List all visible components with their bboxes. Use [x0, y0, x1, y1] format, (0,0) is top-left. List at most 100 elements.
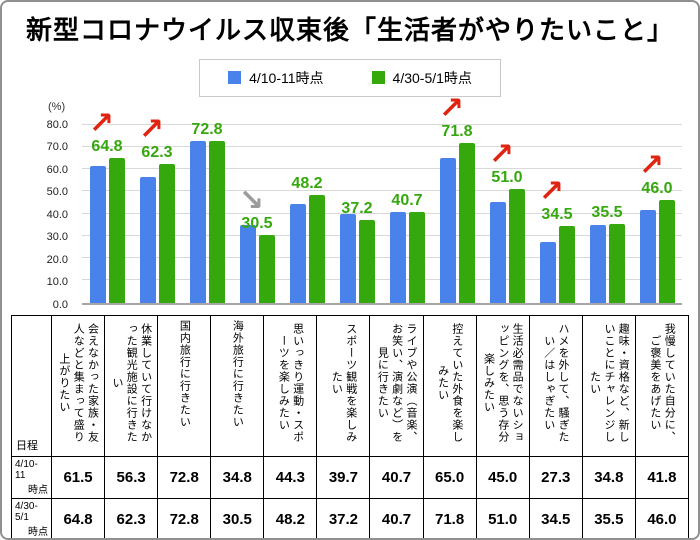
table-value-cell: 27.3 [528, 455, 583, 499]
legend-swatch-series1-icon [228, 71, 242, 84]
table-category-header: 会えなかった家族・友人などと集まって盛り上がりたい [50, 314, 106, 457]
table-row-header: 4/10-11 時点 [11, 455, 52, 499]
trend-down-arrow-icon: ↘ [238, 183, 265, 217]
bar-group: 71.8 ↗ [432, 93, 482, 303]
trend-up-arrow-icon: ↗ [638, 149, 665, 183]
bar-series1 [239, 225, 256, 303]
trend-up-arrow-icon: ↗ [88, 107, 115, 141]
table-value-cell: 46.0 [634, 497, 690, 538]
grouped-bar-chart: (%) 0.0 10.0 20.0 30.0 40.0 50.0 60.0 70.0 80.0 … [12, 93, 688, 311]
table-value-cell: 48.2 [263, 497, 318, 538]
data-table-body: 日程 会えなかった家族・友人などと集まって盛り上がりたい 休業していて行けなかった観… [11, 314, 690, 538]
legend-item-series2: 4/30-5/1時点 [371, 68, 472, 88]
bar-series1 [539, 241, 556, 303]
table-value-cell: 71.8 [422, 497, 477, 538]
table-value-cell: 40.7 [369, 497, 424, 538]
table-category-header: 趣味・資格など、新しいことにチャレンジしたい [581, 314, 636, 457]
y-axis-unit-label: (%) [48, 100, 66, 113]
gridline [82, 123, 682, 125]
bar-group: 30.5 ↘ [232, 125, 282, 303]
bar-value-label: 71.8 [441, 122, 473, 140]
bar-value-label: 35.5 [591, 203, 623, 221]
bar-series1 [589, 225, 606, 303]
bar-group: 62.3 ↗ [132, 114, 182, 303]
y-tick-label: 30.0 [46, 231, 68, 243]
bar-series2 [358, 219, 375, 303]
bar-group: 48.2 [282, 125, 332, 303]
bar-group: 72.8 [182, 121, 232, 303]
bar-series1 [189, 140, 206, 303]
table-value-cell: 64.8 [50, 497, 106, 538]
bar-series1 [289, 203, 306, 303]
table-category-header: 海外旅行に行きたい [210, 314, 265, 457]
table-category-header: 生活必需品でないショッピングを、思う存分楽しみたい [475, 314, 530, 457]
table-category-header: ライブや公演（音楽、お笑い、演劇など）を見に行きたい [369, 314, 424, 457]
table-value-cell: 45.0 [475, 455, 530, 499]
gridline [82, 212, 682, 214]
y-tick-label: 10.0 [46, 276, 68, 288]
bar-value-label: 30.5 [241, 214, 273, 232]
table-value-cell: 72.8 [157, 497, 212, 538]
y-tick-label: 0.0 [52, 298, 68, 311]
data-table: 日程 会えなかった家族・友人などと集まって盛り上がりたい 休業していて行けなかった観… [11, 314, 690, 538]
y-tick-label: 70.0 [46, 141, 68, 153]
table-value-cell: 62.3 [104, 497, 159, 538]
bar-series2 [658, 200, 675, 303]
table-corner-label: 日程 [11, 314, 52, 457]
bar-value-label: 64.8 [91, 138, 123, 156]
bar-series1 [439, 157, 456, 303]
bar-series2 [508, 189, 525, 303]
bar-value-label: 48.2 [291, 175, 323, 193]
bar-value-label: 40.7 [391, 191, 423, 209]
bar-series1 [489, 202, 506, 303]
legend-item-series1: 4/10-11時点 [228, 68, 324, 88]
table-value-cell: 34.5 [528, 497, 583, 538]
table-value-cell: 51.0 [475, 497, 530, 538]
bar-value-label: 46.0 [641, 180, 673, 198]
bar-group: 46.0 ↗ [632, 125, 682, 303]
legend-swatch-series2-icon [371, 71, 385, 84]
legend-label-series1: 4/10-11時点 [249, 69, 324, 86]
bar-series2 [158, 163, 175, 303]
gridline [82, 145, 682, 147]
bar-group: 64.8 ↗ [82, 109, 132, 303]
bar-series2 [108, 158, 125, 303]
bar-series1 [389, 211, 406, 303]
y-tick-label: 50.0 [46, 186, 68, 198]
bar-series2 [308, 195, 325, 303]
trend-up-arrow-icon: ↗ [538, 174, 565, 208]
bar-group: 51.0 ↗ [482, 125, 532, 303]
table-category-header: 控えていた外食を楽しみたい [422, 314, 477, 457]
table-value-cell: 65.0 [422, 455, 477, 499]
bar-group: 35.5 [582, 125, 632, 303]
plot-area: 64.8 ↗ 62.3 ↗ 72.8 30.5 ↘ 48.2 37.2 40.7 71.8 ↗ 51.0… [82, 93, 682, 305]
bar-group: 37.2 [332, 125, 382, 303]
bar-series1 [339, 214, 356, 303]
table-value-cell: 34.8 [210, 455, 265, 499]
bar-series1 [639, 209, 656, 303]
table-value-cell: 34.8 [581, 455, 636, 499]
bar-series2 [558, 225, 575, 303]
bar-series2 [258, 234, 275, 303]
bar-group: 40.7 [382, 125, 432, 303]
table-value-cell: 41.8 [634, 455, 690, 499]
bar-value-label: 37.2 [341, 199, 373, 217]
y-tick-label: 60.0 [46, 163, 68, 176]
bar-value-label: 62.3 [141, 143, 173, 161]
table-value-cell: 39.7 [316, 455, 371, 499]
table-category-header: 休業していて行けなかった観光施設に行きたい [104, 314, 159, 457]
bar-group: 34.5 ↗ [532, 125, 582, 303]
gridline [82, 257, 682, 258]
bar-series1 [139, 177, 156, 303]
table-value-cell: 56.3 [104, 455, 159, 499]
table-category-header: ハメを外して、騒ぎたい／はしゃぎたい [528, 314, 583, 457]
table-category-header: 国内旅行に行きたい [157, 314, 212, 457]
legend-label-series2: 4/30-5/1時点 [392, 69, 472, 86]
bar-series2 [458, 142, 475, 303]
y-axis: 0.0 10.0 20.0 30.0 40.0 50.0 60.0 70.0 80.0 [12, 119, 76, 311]
gridline [82, 279, 682, 281]
gridline [82, 168, 682, 169]
bar-series2 [208, 140, 225, 303]
table-value-cell: 61.5 [50, 455, 106, 499]
